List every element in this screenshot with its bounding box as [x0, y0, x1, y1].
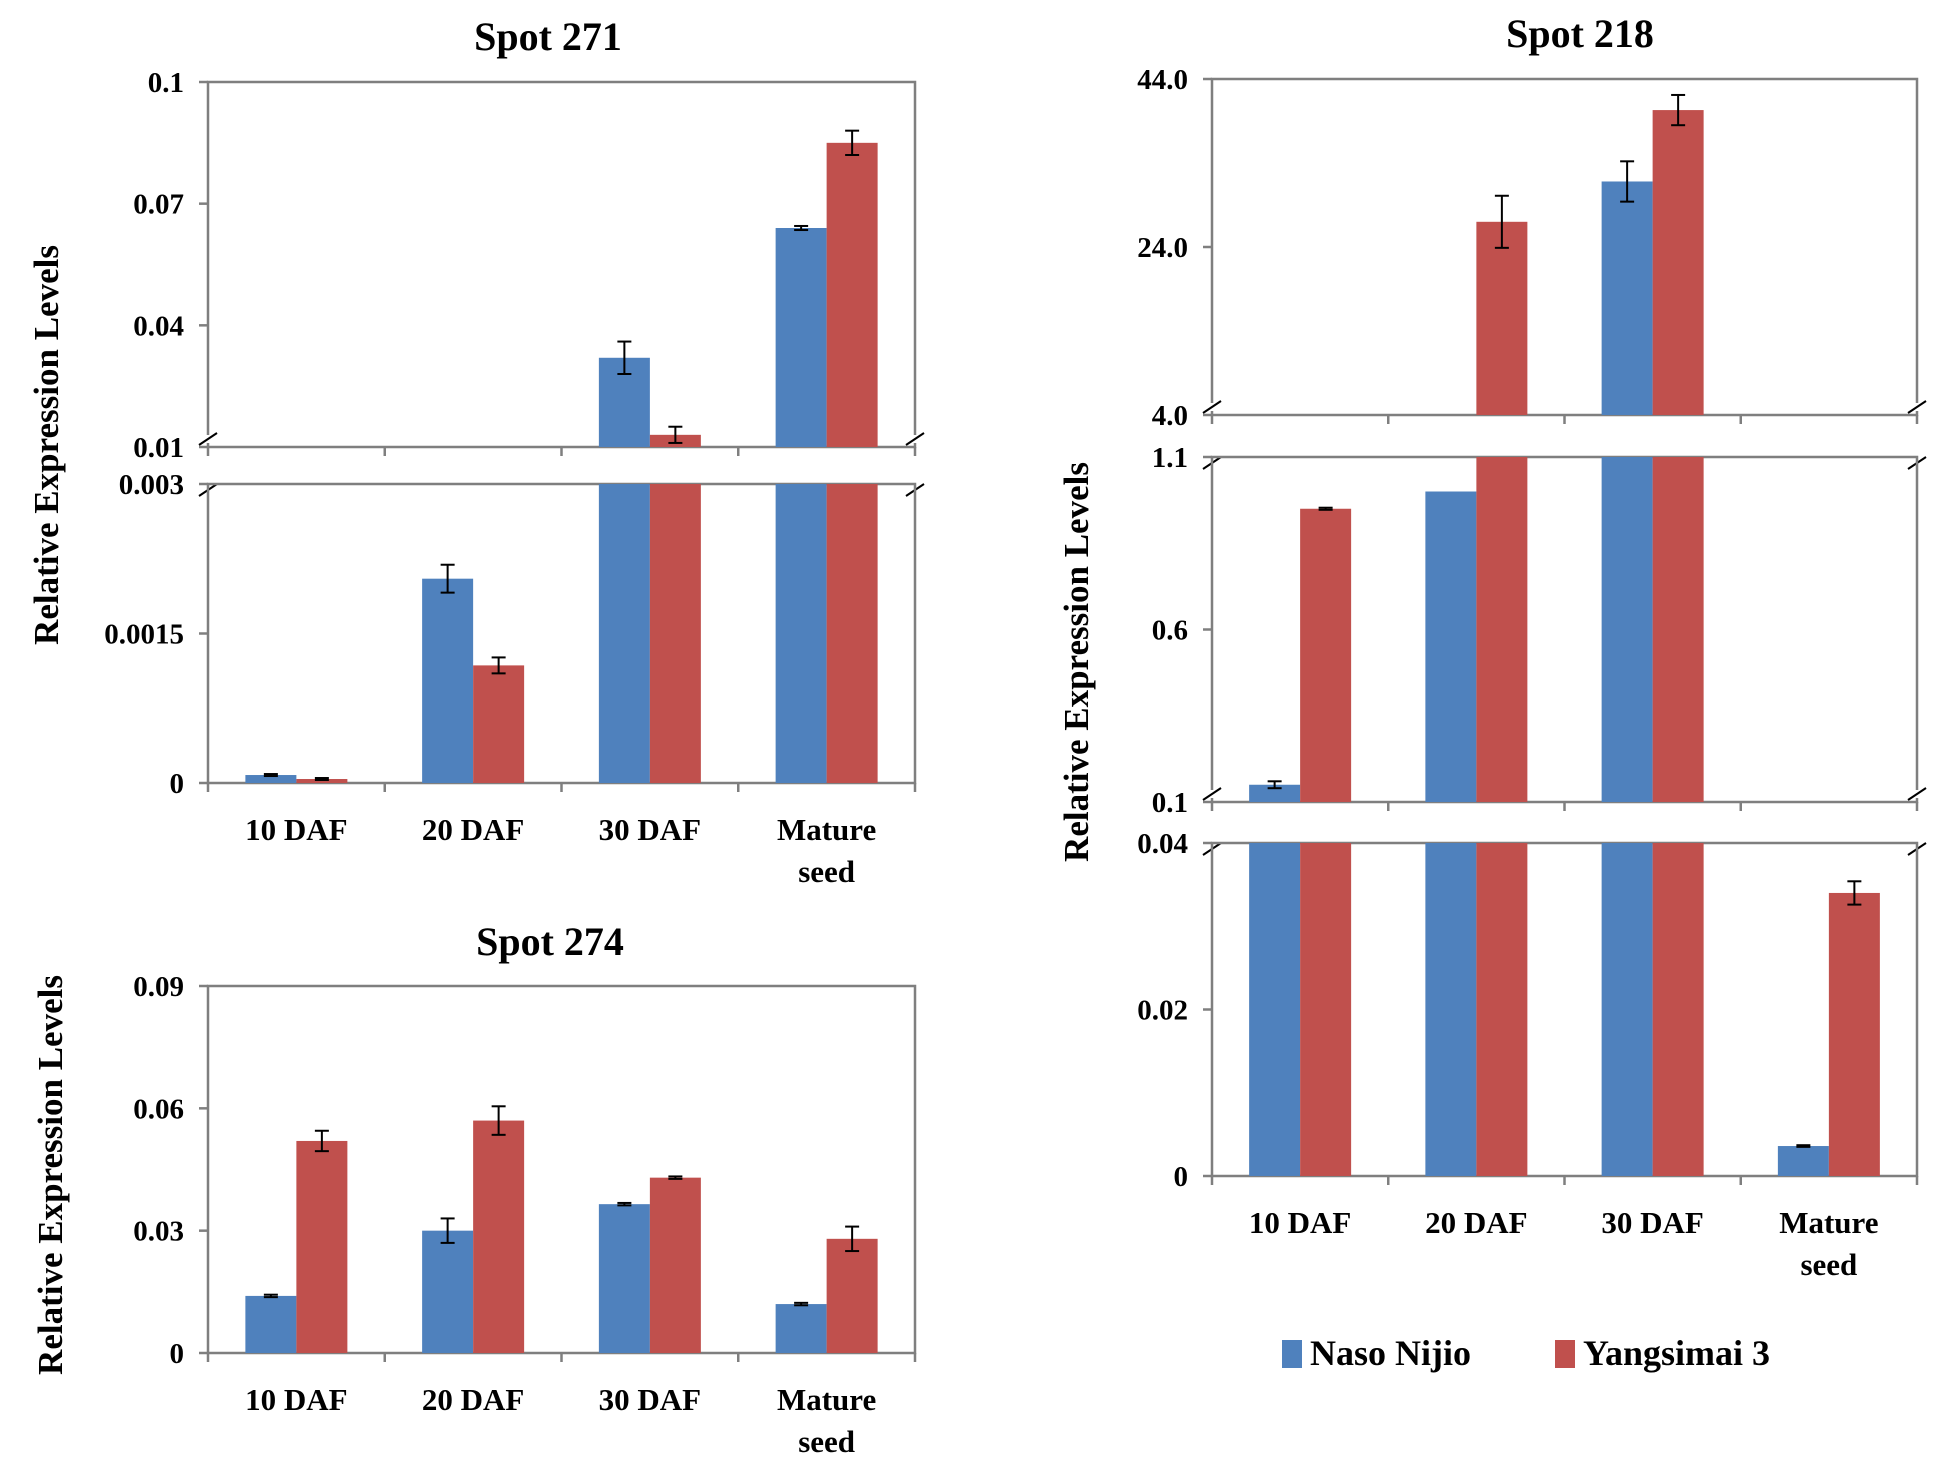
y-tick-label: 0.0015: [104, 619, 184, 651]
x-category-label: Mature seed: [777, 1382, 876, 1459]
axis-segment-1: 0.003 0.0015 0: [104, 469, 917, 800]
y-axis-label: Relative Expression Levels: [1057, 462, 1096, 862]
bar-naso-nijio-30-daf: [1601, 181, 1653, 415]
bar-naso-nijio-20-daf: [1425, 491, 1477, 802]
bar-yangsimai-3-20-daf: [1476, 221, 1528, 415]
axis-segment-0: 0.09 0.06 0.03 0: [133, 971, 917, 1370]
legend: Naso Nijio Yangsimai 3: [1282, 1333, 1770, 1373]
bar-yangsimai-3-20-daf: [1476, 457, 1528, 802]
y-tick-label: 0.01: [133, 432, 184, 464]
y-tick-label: 4.0: [1152, 400, 1188, 432]
y-tick-label: 0.04: [133, 310, 184, 342]
y-tick-label: 44.0: [1137, 64, 1188, 96]
chart-title: Spot 271: [474, 14, 622, 59]
bar-yangsimai-3-mature-seed: [826, 484, 878, 783]
legend-label-yangsimai-3: Yangsimai 3: [1583, 1333, 1770, 1373]
axis-break-mark: [1202, 787, 1222, 801]
bar-naso-nijio-10-daf: [1249, 843, 1301, 1176]
chart-spot-271: Spot 271 Relative Expression Levels 0.1 0.0…: [27, 14, 925, 889]
legend-swatch-naso-nijio: [1282, 1340, 1302, 1368]
y-axis-label: Relative Expression Levels: [27, 245, 66, 645]
x-category-label: Mature seed: [777, 812, 876, 889]
bar-naso-nijio-20-daf: [422, 1230, 474, 1353]
y-axis-label: Relative Expression Levels: [31, 975, 70, 1375]
y-tick-label: 0.07: [133, 189, 184, 221]
bar-naso-nijio-20-daf: [1425, 843, 1477, 1176]
axis-break-mark: [1202, 400, 1222, 414]
x-category-label: 20 DAF: [422, 1382, 524, 1417]
bar-yangsimai-3-30-daf: [649, 1177, 701, 1353]
bar-naso-nijio-10-daf: [1249, 784, 1301, 802]
y-tick-label: 0: [170, 1338, 185, 1370]
bar-naso-nijio-30-daf: [1601, 457, 1653, 802]
y-tick-label: 0.04: [1137, 828, 1188, 860]
axis-break-mark: [198, 432, 218, 446]
y-tick-label: 0.06: [133, 1093, 184, 1125]
bar-yangsimai-3-mature-seed: [826, 142, 878, 448]
bar-yangsimai-3-10-daf: [1300, 508, 1352, 802]
axis-break-mark: [905, 432, 925, 446]
y-tick-label: 1.1: [1152, 442, 1188, 474]
y-tick-label: 0: [1174, 1161, 1189, 1193]
y-tick-label: 0: [170, 768, 185, 800]
bar-yangsimai-3-30-daf: [649, 484, 701, 783]
axis-break-mark: [1907, 400, 1927, 414]
bar-yangsimai-3-30-daf: [1652, 457, 1704, 802]
chart-title: Spot 274: [476, 919, 624, 964]
y-tick-label: 0.1: [1152, 787, 1188, 819]
legend-swatch-yangsimai-3: [1555, 1340, 1575, 1368]
bar-naso-nijio-10-daf: [245, 1295, 297, 1353]
bar-naso-nijio-mature-seed: [1777, 1146, 1829, 1176]
x-category-label: 20 DAF: [422, 812, 524, 847]
x-category-label: 20 DAF: [1425, 1205, 1527, 1240]
chart-title: Spot 218: [1506, 11, 1654, 56]
y-tick-label: 0.03: [133, 1216, 184, 1248]
y-tick-label: 0.09: [133, 971, 184, 1003]
legend-label-naso-nijio: Naso Nijio: [1310, 1333, 1471, 1373]
axis-segment-1: 1.1 0.6 0.1: [1152, 442, 1927, 856]
axis-segment-0: 0.1 0.07 0.04 0.01: [133, 67, 925, 497]
x-category-label: 30 DAF: [599, 1382, 701, 1417]
plot-frame: [1210, 77, 1919, 417]
y-tick-label: 0.02: [1137, 995, 1188, 1027]
y-tick-label: 0.003: [119, 469, 184, 501]
x-category-label: 10 DAF: [245, 812, 347, 847]
bar-naso-nijio-30-daf: [1601, 843, 1653, 1176]
axis-break-mark: [1907, 787, 1927, 801]
y-tick-label: 0.1: [148, 67, 184, 99]
bar-yangsimai-3-20-daf: [473, 1120, 525, 1353]
x-category-label: 10 DAF: [245, 1382, 347, 1417]
bar-naso-nijio-30-daf: [598, 1204, 650, 1353]
y-tick-label: 24.0: [1137, 232, 1188, 264]
bar-yangsimai-3-mature-seed: [1828, 892, 1880, 1176]
bar-naso-nijio-10-daf: [245, 775, 297, 783]
y-tick-label: 0.6: [1152, 615, 1188, 647]
x-category-label: 10 DAF: [1249, 1205, 1351, 1240]
axis-segment-2: 0.04 0.02 0: [1137, 828, 1919, 1193]
x-category-label: 30 DAF: [1601, 1205, 1703, 1240]
bar-yangsimai-3-30-daf: [1652, 110, 1704, 415]
bar-naso-nijio-30-daf: [598, 484, 650, 783]
x-category-label: 30 DAF: [599, 812, 701, 847]
bar-naso-nijio-mature-seed: [775, 1304, 827, 1353]
chart-spot-218: Spot 218 Relative Expression Levels 44.0 24…: [1057, 11, 1927, 1282]
bar-yangsimai-3-20-daf: [1476, 843, 1528, 1176]
bar-yangsimai-3-mature-seed: [826, 1238, 878, 1353]
bar-yangsimai-3-30-daf: [1652, 843, 1704, 1176]
axis-segment-0: 44.0 24.0 4.0: [1137, 64, 1927, 470]
bar-naso-nijio-20-daf: [422, 578, 474, 783]
bar-yangsimai-3-10-daf: [1300, 843, 1352, 1176]
bar-naso-nijio-mature-seed: [775, 484, 827, 783]
x-category-label: Mature seed: [1779, 1205, 1878, 1282]
bar-yangsimai-3-10-daf: [296, 1140, 348, 1353]
bar-naso-nijio-mature-seed: [775, 228, 827, 447]
bar-yangsimai-3-20-daf: [473, 665, 525, 783]
